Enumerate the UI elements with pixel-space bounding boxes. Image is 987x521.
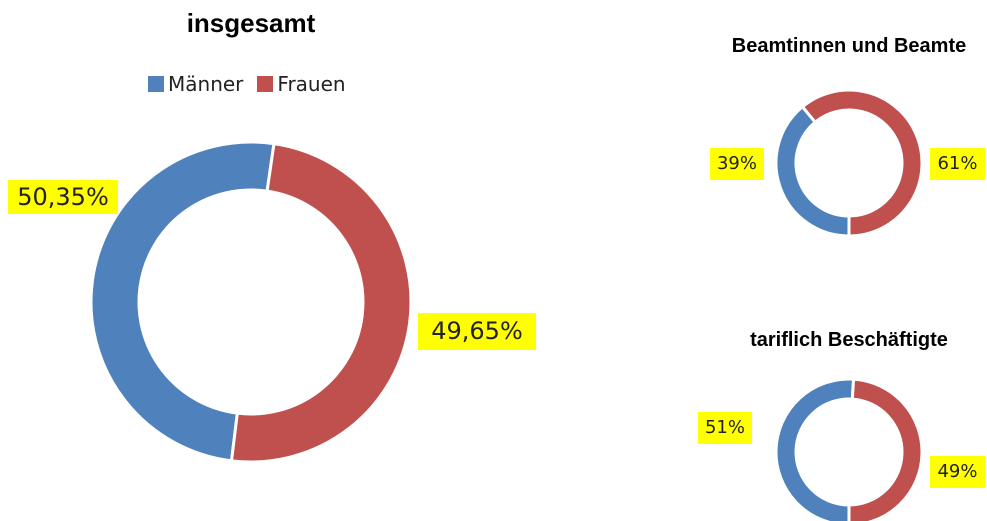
donut-segment [89, 140, 276, 463]
data-label: 49,65% [418, 313, 536, 350]
legend-item: Männer [148, 72, 243, 96]
chart-title: insgesamt [186, 8, 316, 38]
legend-label: Frauen [277, 72, 346, 96]
legend-item: Frauen [257, 72, 346, 96]
chart-title: Beamtinnen und Beamte [731, 35, 967, 57]
data-label: 61% [930, 148, 985, 180]
legend-swatch [148, 76, 164, 92]
donut-segment [847, 377, 924, 521]
donut-segment [774, 377, 856, 521]
data-label: 39% [710, 148, 764, 180]
legend-swatch [257, 76, 274, 92]
legend-label: Männer [168, 72, 244, 96]
data-label: 51% [698, 412, 752, 444]
data-label: 49% [930, 456, 985, 488]
donut-segment [774, 104, 851, 238]
chart-title: tariflich Beschäftigte [750, 329, 948, 351]
legend: Männer Frauen [148, 72, 360, 96]
data-label: 50,35% [8, 180, 118, 214]
donut-segment [800, 88, 924, 238]
donut-segment [229, 141, 413, 464]
